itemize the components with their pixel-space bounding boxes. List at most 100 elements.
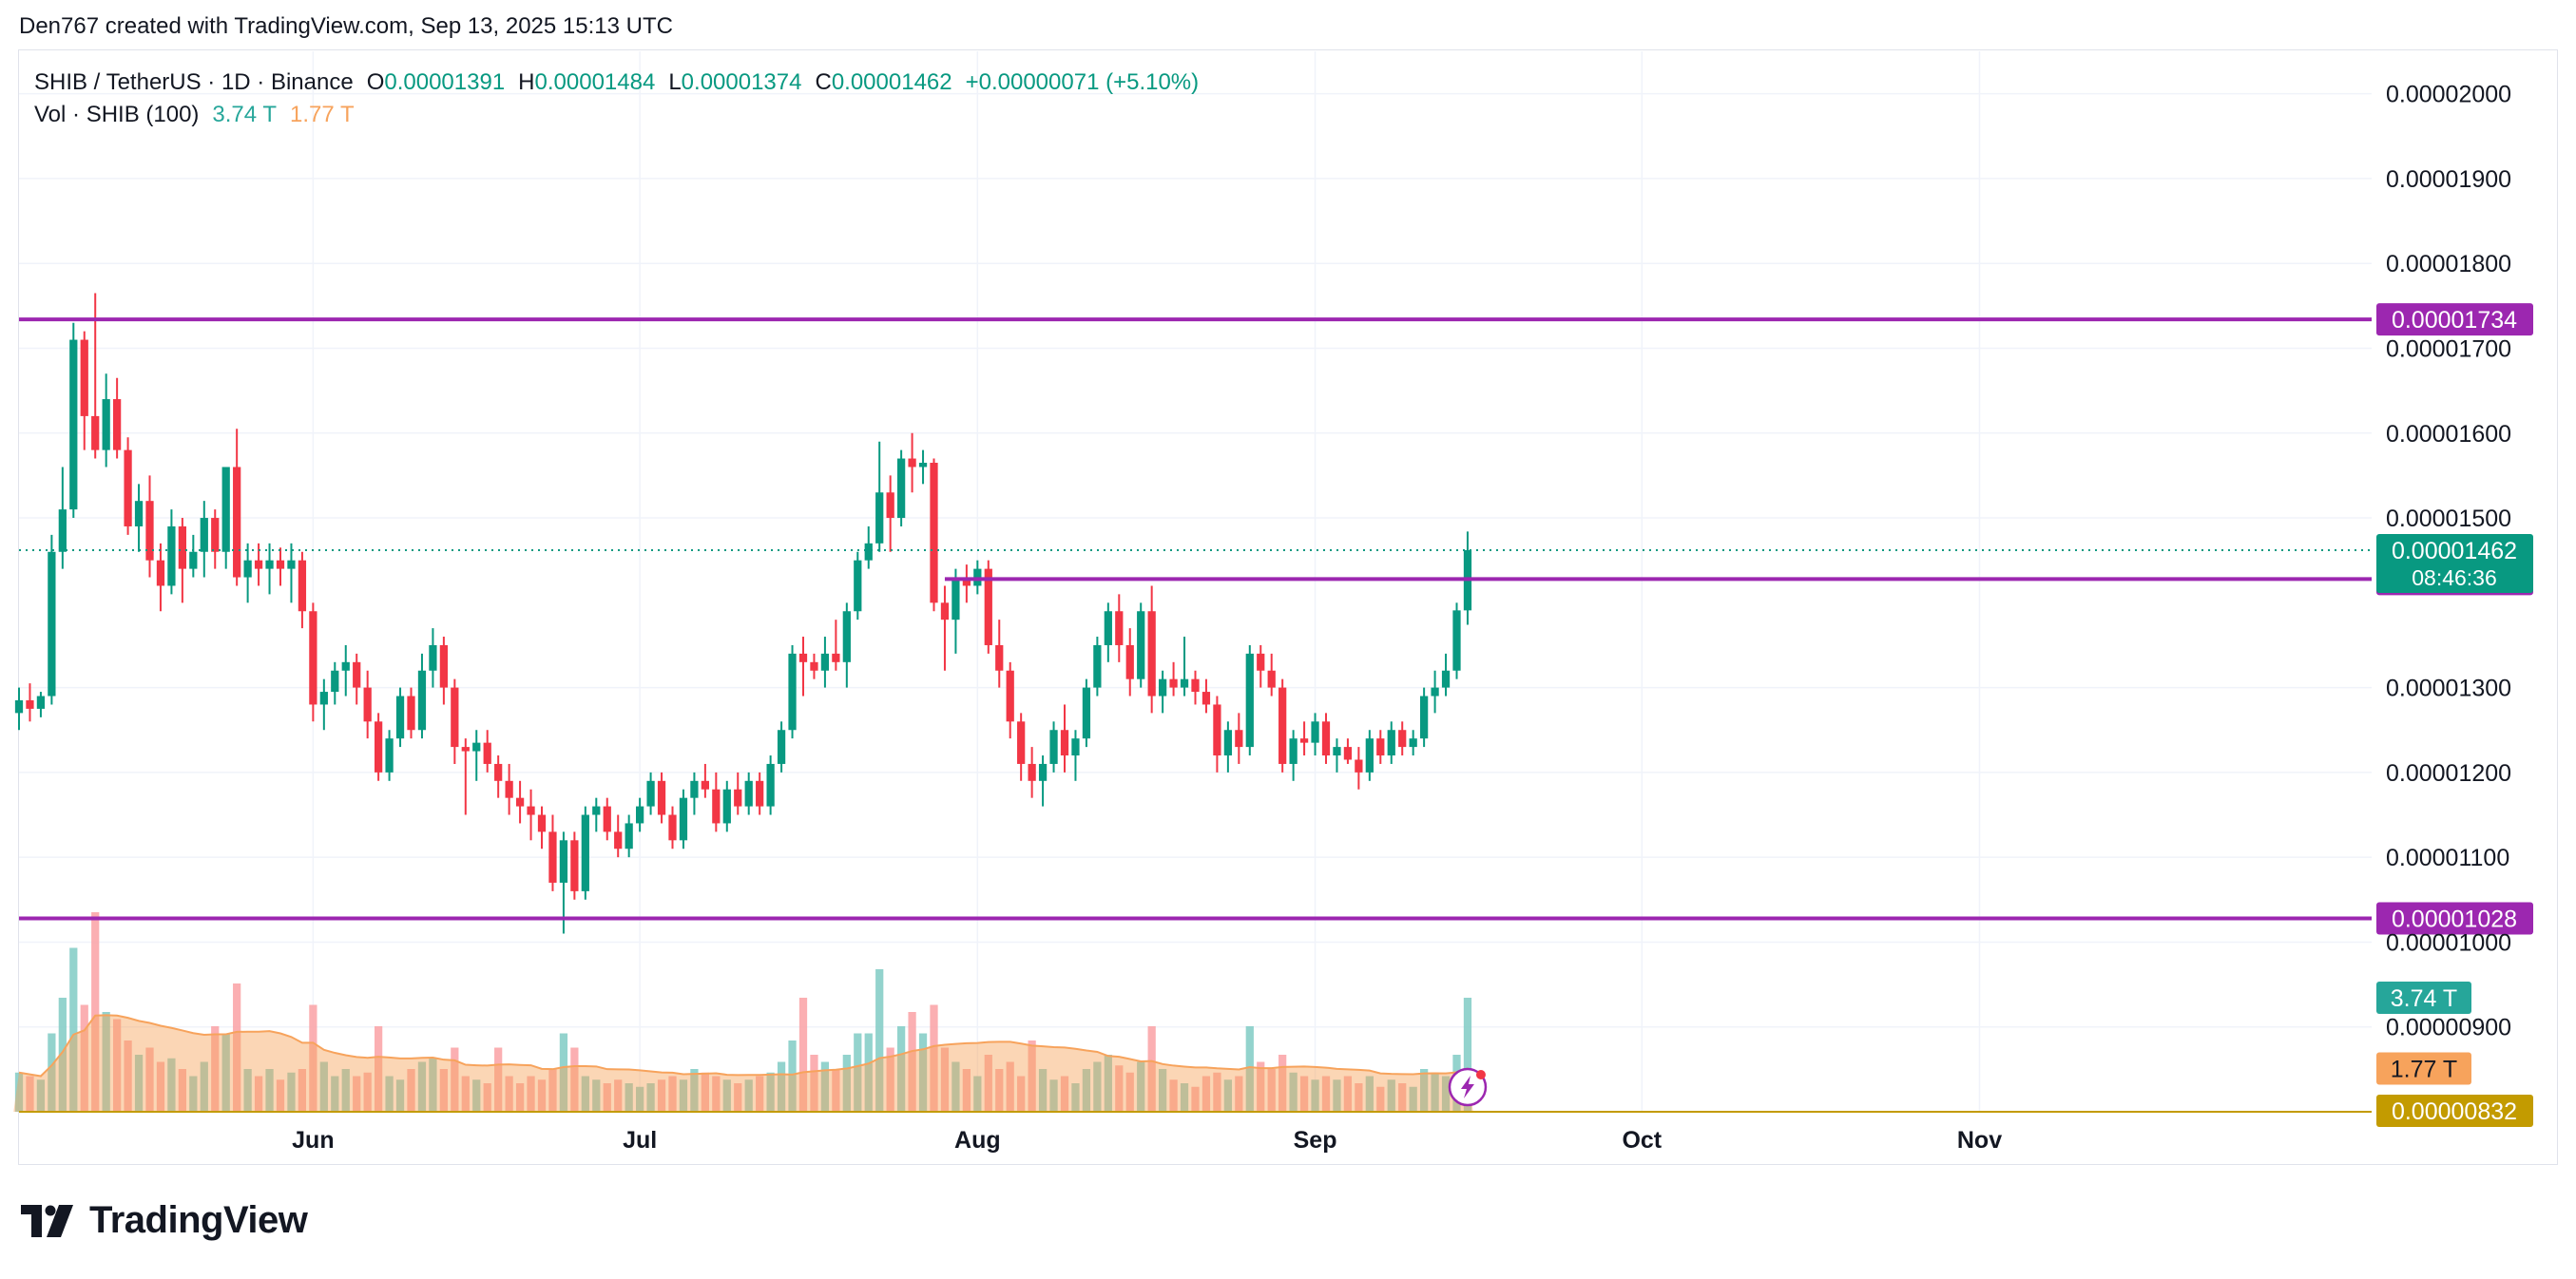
volume-bar [952,1061,960,1112]
low-label: L [668,69,682,95]
volume-bar [1376,1086,1385,1112]
candle-body [1223,730,1232,756]
volume-bar [1137,1061,1145,1112]
volume-bar [962,1069,971,1112]
volume-bar [646,1083,655,1112]
chart-legend: SHIB / TetherUS · 1D · Binance O 0.00001… [34,67,1199,131]
candle-body [1321,721,1331,756]
candle-body [200,518,208,552]
volume-bar [995,1069,1004,1112]
alert-button[interactable] [1448,1067,1488,1107]
volume-tag-label: 3.74 T [2391,985,2457,1012]
candle-body [505,780,513,798]
candle-body [1289,738,1298,764]
candle-body [1147,611,1156,697]
candle-body [69,339,78,510]
price-tick-label: 0.00001200 [2386,760,2511,787]
candle-body [254,560,263,569]
volume-bar [1049,1079,1058,1112]
candle-body [1278,687,1287,764]
price-tick-label: 0.00001900 [2386,166,2511,193]
volume-bar [734,1083,742,1112]
volume-bar [1104,1055,1112,1112]
volume-bar [417,1061,427,1112]
price-axis[interactable]: 0.00002000 0.00001900 0.00001800 0.00001700… [19,82,2533,1127]
candle-body [1006,670,1014,722]
volume-bar [1017,1076,1026,1112]
price-tick-label: 0.00001800 [2386,251,2511,277]
candle-body [58,509,67,552]
volume-bar [712,1076,721,1112]
volume-ma-tag [2376,1052,2471,1085]
volume-bar [439,1069,448,1112]
volume-bar [1245,1026,1254,1112]
candle-body [701,780,709,790]
candle-body [744,780,753,807]
candle-body [363,687,372,722]
volume-bar [798,998,808,1112]
volume-ma-area [13,1015,1473,1112]
candle-body [886,492,894,519]
low-marker-label: 0.00000832 [2392,1098,2517,1125]
ohlc-legend-row: SHIB / TetherUS · 1D · Binance O 0.00001… [34,67,1199,99]
volume-bar [233,983,241,1112]
volume-bar [102,1012,110,1112]
candle-body [1137,611,1145,679]
candle-body [1028,763,1036,781]
volume-label[interactable]: Vol · SHIB (100) [34,102,200,127]
candle-body [211,518,220,552]
candle-body [690,780,699,798]
close-label: C [815,69,832,95]
volume-bar [918,1033,928,1112]
candle-body [265,560,274,569]
volume-bar [820,1061,830,1112]
candle-body [48,551,56,697]
candle-body [1409,738,1417,748]
volume-bar [461,1076,470,1112]
candle-body [134,501,144,526]
candle-body [1235,730,1243,748]
volume-bar [515,1083,525,1112]
candle-body [798,653,808,662]
volume-bar [559,1033,568,1112]
candle-body [766,763,775,807]
candle-body [559,840,568,883]
candle-body [875,492,884,544]
candle-body [353,661,361,688]
volume-bar [1028,1040,1036,1112]
open-value: 0.00001391 [384,69,506,95]
tradingview-brand[interactable]: TradingView [21,1199,308,1242]
time-axis[interactable]: Jun Jul Aug Sep Oct Nov [292,1127,2002,1154]
volume-bar [309,1004,317,1112]
volume-bar [429,1058,437,1112]
candle-body [1267,670,1276,688]
volume-bar [1223,1079,1232,1112]
candle-body [537,814,547,832]
alert-dot [1475,1070,1486,1079]
candle-body [1093,644,1102,688]
volume-bar [875,969,884,1112]
candle-body [1299,738,1309,743]
volume-bar [1038,1069,1048,1112]
volume-bar [679,1079,688,1112]
volume-bar [1311,1079,1319,1112]
time-tick-label: Sep [1294,1127,1337,1154]
volume-bar [690,1069,699,1112]
candle-body [679,797,688,841]
volume-bar [395,1079,405,1112]
time-tick-label: Jul [623,1127,657,1154]
brand-name: TradingView [89,1199,308,1241]
volume-bar [385,1076,394,1112]
candle-body [80,339,88,416]
volume-bar [113,1019,122,1112]
candle-body [570,840,579,891]
volume-bar [451,1047,459,1112]
candle-body [1376,738,1385,756]
symbol-label[interactable]: SHIB / TetherUS · 1D · Binance [34,69,354,95]
candle-body [1431,687,1439,697]
volume-bar [189,1076,198,1112]
volume-bar [657,1079,666,1112]
chart-frame[interactable] [18,49,2558,1165]
